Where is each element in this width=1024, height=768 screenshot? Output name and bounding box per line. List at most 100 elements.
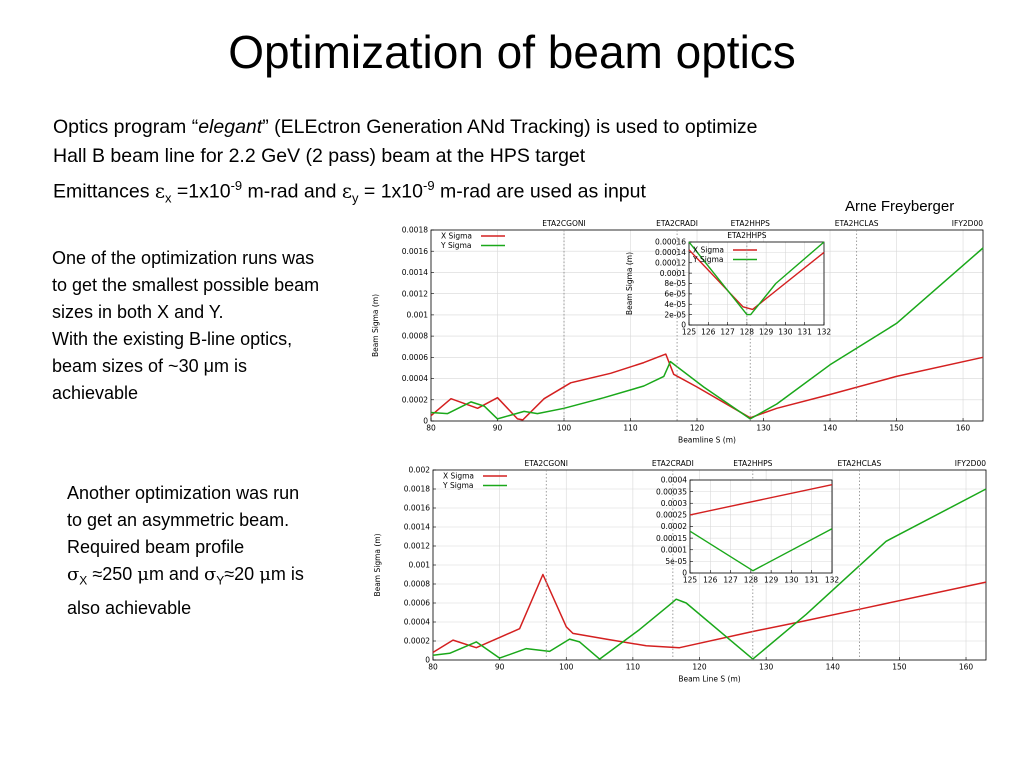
y-tick-label: 0.0018 — [402, 226, 428, 235]
sigma-subscript-x: X — [79, 573, 88, 588]
y-tick-label: 0.0004 — [402, 374, 428, 383]
inset-y-tick-label: 0.00014 — [655, 248, 686, 257]
legend-label: X Sigma — [441, 232, 472, 241]
y-tick-label: 0.0014 — [404, 523, 430, 532]
inset-x-tick-label: 130 — [778, 328, 793, 337]
emittance-y-value: = 1x10 — [358, 180, 423, 203]
y-tick-label: 0.0018 — [404, 485, 430, 494]
sigma-symbol-y: σ — [203, 564, 217, 585]
para1-line: One of the optimization runs was — [52, 248, 315, 268]
inset-y-tick-label: 0.00016 — [655, 238, 686, 247]
x-tick-label: 120 — [692, 663, 707, 672]
x-tick-label: 90 — [493, 424, 503, 433]
paragraph-asymmetric-beam: Another optimization was run to get an a… — [67, 480, 367, 622]
y-tick-label: 0.0002 — [404, 637, 430, 646]
inset-y-tick-label: 0.00012 — [655, 258, 686, 267]
para2-line: Another optimization was run — [67, 483, 300, 503]
x-tick-label: 130 — [759, 663, 774, 672]
intro-line-1: Optics program “elegant” (ELEctron Gener… — [53, 113, 953, 142]
inset-y-tick-label: 0.00015 — [656, 534, 687, 543]
inset-y-tick-label: 0 — [681, 321, 686, 330]
inset-y-tick-label: 2e-05 — [664, 310, 686, 319]
paragraph-smallest-beam: One of the optimization runs was to get … — [52, 245, 372, 407]
x-tick-label: 110 — [623, 424, 638, 433]
element-marker-label: IFY2D00 — [955, 459, 986, 468]
sigma-x-value: ≈250 — [87, 564, 138, 584]
sigma-y-value: ≈20 — [224, 564, 260, 584]
para1-line: to get the smallest possible beam — [52, 275, 320, 295]
mu-symbol: μ — [259, 564, 271, 585]
x-tick-label: 100 — [559, 663, 574, 672]
inset-x-tick-label: 125 — [682, 328, 697, 337]
element-marker-label: ETA2HCLAS — [835, 219, 879, 228]
y-tick-label: 0 — [423, 417, 428, 426]
inset-x-tick-label: 128 — [744, 576, 759, 585]
exponent-y: -9 — [422, 178, 435, 193]
legend-label: Y Sigma — [440, 241, 471, 250]
y-tick-label: 0.0016 — [402, 247, 428, 256]
inset-y-tick-label: 6e-05 — [664, 290, 686, 299]
sigma-mid: m and — [148, 564, 204, 584]
x-tick-label: 160 — [956, 424, 971, 433]
inset-x-tick-label: 127 — [723, 576, 738, 585]
series-line-y-sigma — [432, 488, 987, 660]
x-tick-label: 90 — [495, 663, 505, 672]
inset-y-tick-label: 0.00035 — [656, 487, 687, 496]
inset-y-tick-label: 0.0001 — [661, 545, 687, 554]
emittance-tail: m-rad are used as input — [434, 180, 646, 203]
y-axis-label: Beam Sigma (m) — [371, 294, 380, 357]
inset-x-tick-label: 126 — [703, 576, 718, 585]
inset-legend-label: X Sigma — [693, 246, 724, 255]
y-axis-label: Beam Sigma (m) — [373, 533, 382, 596]
legend-label: X Sigma — [443, 472, 474, 481]
y-tick-label: 0.0016 — [404, 504, 430, 513]
inset-x-tick-label: 132 — [825, 576, 840, 585]
element-marker-label: ETA2HHPS — [733, 459, 772, 468]
inset-y-tick-label: 0 — [682, 569, 687, 578]
x-tick-label: 80 — [428, 663, 438, 672]
epsilon-symbol-x: ε — [154, 179, 165, 203]
x-tick-label: 140 — [826, 663, 841, 672]
element-marker-label: ETA2CGONI — [525, 459, 568, 468]
subscript-y: y — [351, 190, 359, 206]
mu-symbol: μ — [137, 564, 149, 585]
series-line-x-sigma — [430, 353, 984, 421]
epsilon-symbol-y: ε — [341, 179, 352, 203]
inset-x-tick-label: 131 — [798, 328, 813, 337]
element-marker-label: ETA2HHPS — [731, 219, 770, 228]
inset-legend-label: Y Sigma — [692, 255, 723, 264]
y-tick-label: 0.0008 — [404, 580, 430, 589]
intro-line-3: Emittances εx =1x10-9 m-rad and εy = 1x1… — [53, 171, 953, 212]
intro-line-1-pre: Optics program “ — [53, 116, 199, 138]
series-line-x-sigma — [432, 573, 987, 654]
x-tick-label: 110 — [626, 663, 641, 672]
element-marker-label: IFY2D00 — [952, 219, 983, 228]
y-tick-label: 0.0002 — [402, 395, 428, 404]
inset-y-tick-label: 0.00025 — [656, 511, 687, 520]
emittance-x-value: =1x10 — [171, 180, 231, 203]
y-tick-label: 0.0012 — [404, 542, 430, 551]
x-axis-label: Beamline S (m) — [678, 436, 736, 445]
sigma-tail: m is — [270, 564, 304, 584]
element-marker-label: ETA2CRADI — [656, 219, 698, 228]
plot-frame — [430, 229, 984, 422]
y-tick-label: 0.0014 — [402, 268, 428, 277]
subscript-x: x — [164, 190, 172, 206]
inset-series-line-x-sigma — [688, 249, 825, 311]
y-tick-label: 0.0006 — [404, 599, 430, 608]
series-line-y-sigma — [430, 247, 984, 420]
legend-label: Y Sigma — [442, 481, 473, 490]
para1-line: With the existing B-line optics, — [52, 329, 293, 349]
x-tick-label: 150 — [892, 663, 907, 672]
para2-line-sigma: σX ≈250 μm and σY≈20 μm is — [67, 561, 367, 595]
inset-y-tick-label: 0.0001 — [660, 269, 686, 278]
inset-x-tick-label: 129 — [764, 576, 779, 585]
y-tick-label: 0.001 — [409, 561, 431, 570]
inset-series-line-y-sigma — [688, 241, 825, 316]
slide-title: Optimization of beam optics — [228, 26, 796, 78]
inset-y-axis-label: Beam Sigma (m) — [625, 252, 634, 315]
element-marker-label: ETA2HCLAS — [838, 459, 882, 468]
element-marker-label: ETA2CGONI — [542, 219, 585, 228]
para1-line: sizes in both X and Y. — [52, 302, 224, 322]
sigma-symbol-x: σ — [67, 564, 80, 585]
